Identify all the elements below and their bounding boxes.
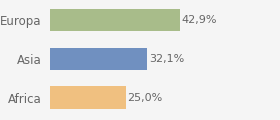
Bar	[50, 48, 147, 70]
Bar	[50, 9, 180, 31]
Bar	[50, 86, 126, 109]
Text: 25,0%: 25,0%	[128, 93, 163, 103]
Text: 32,1%: 32,1%	[149, 54, 184, 64]
Text: 42,9%: 42,9%	[181, 15, 217, 25]
